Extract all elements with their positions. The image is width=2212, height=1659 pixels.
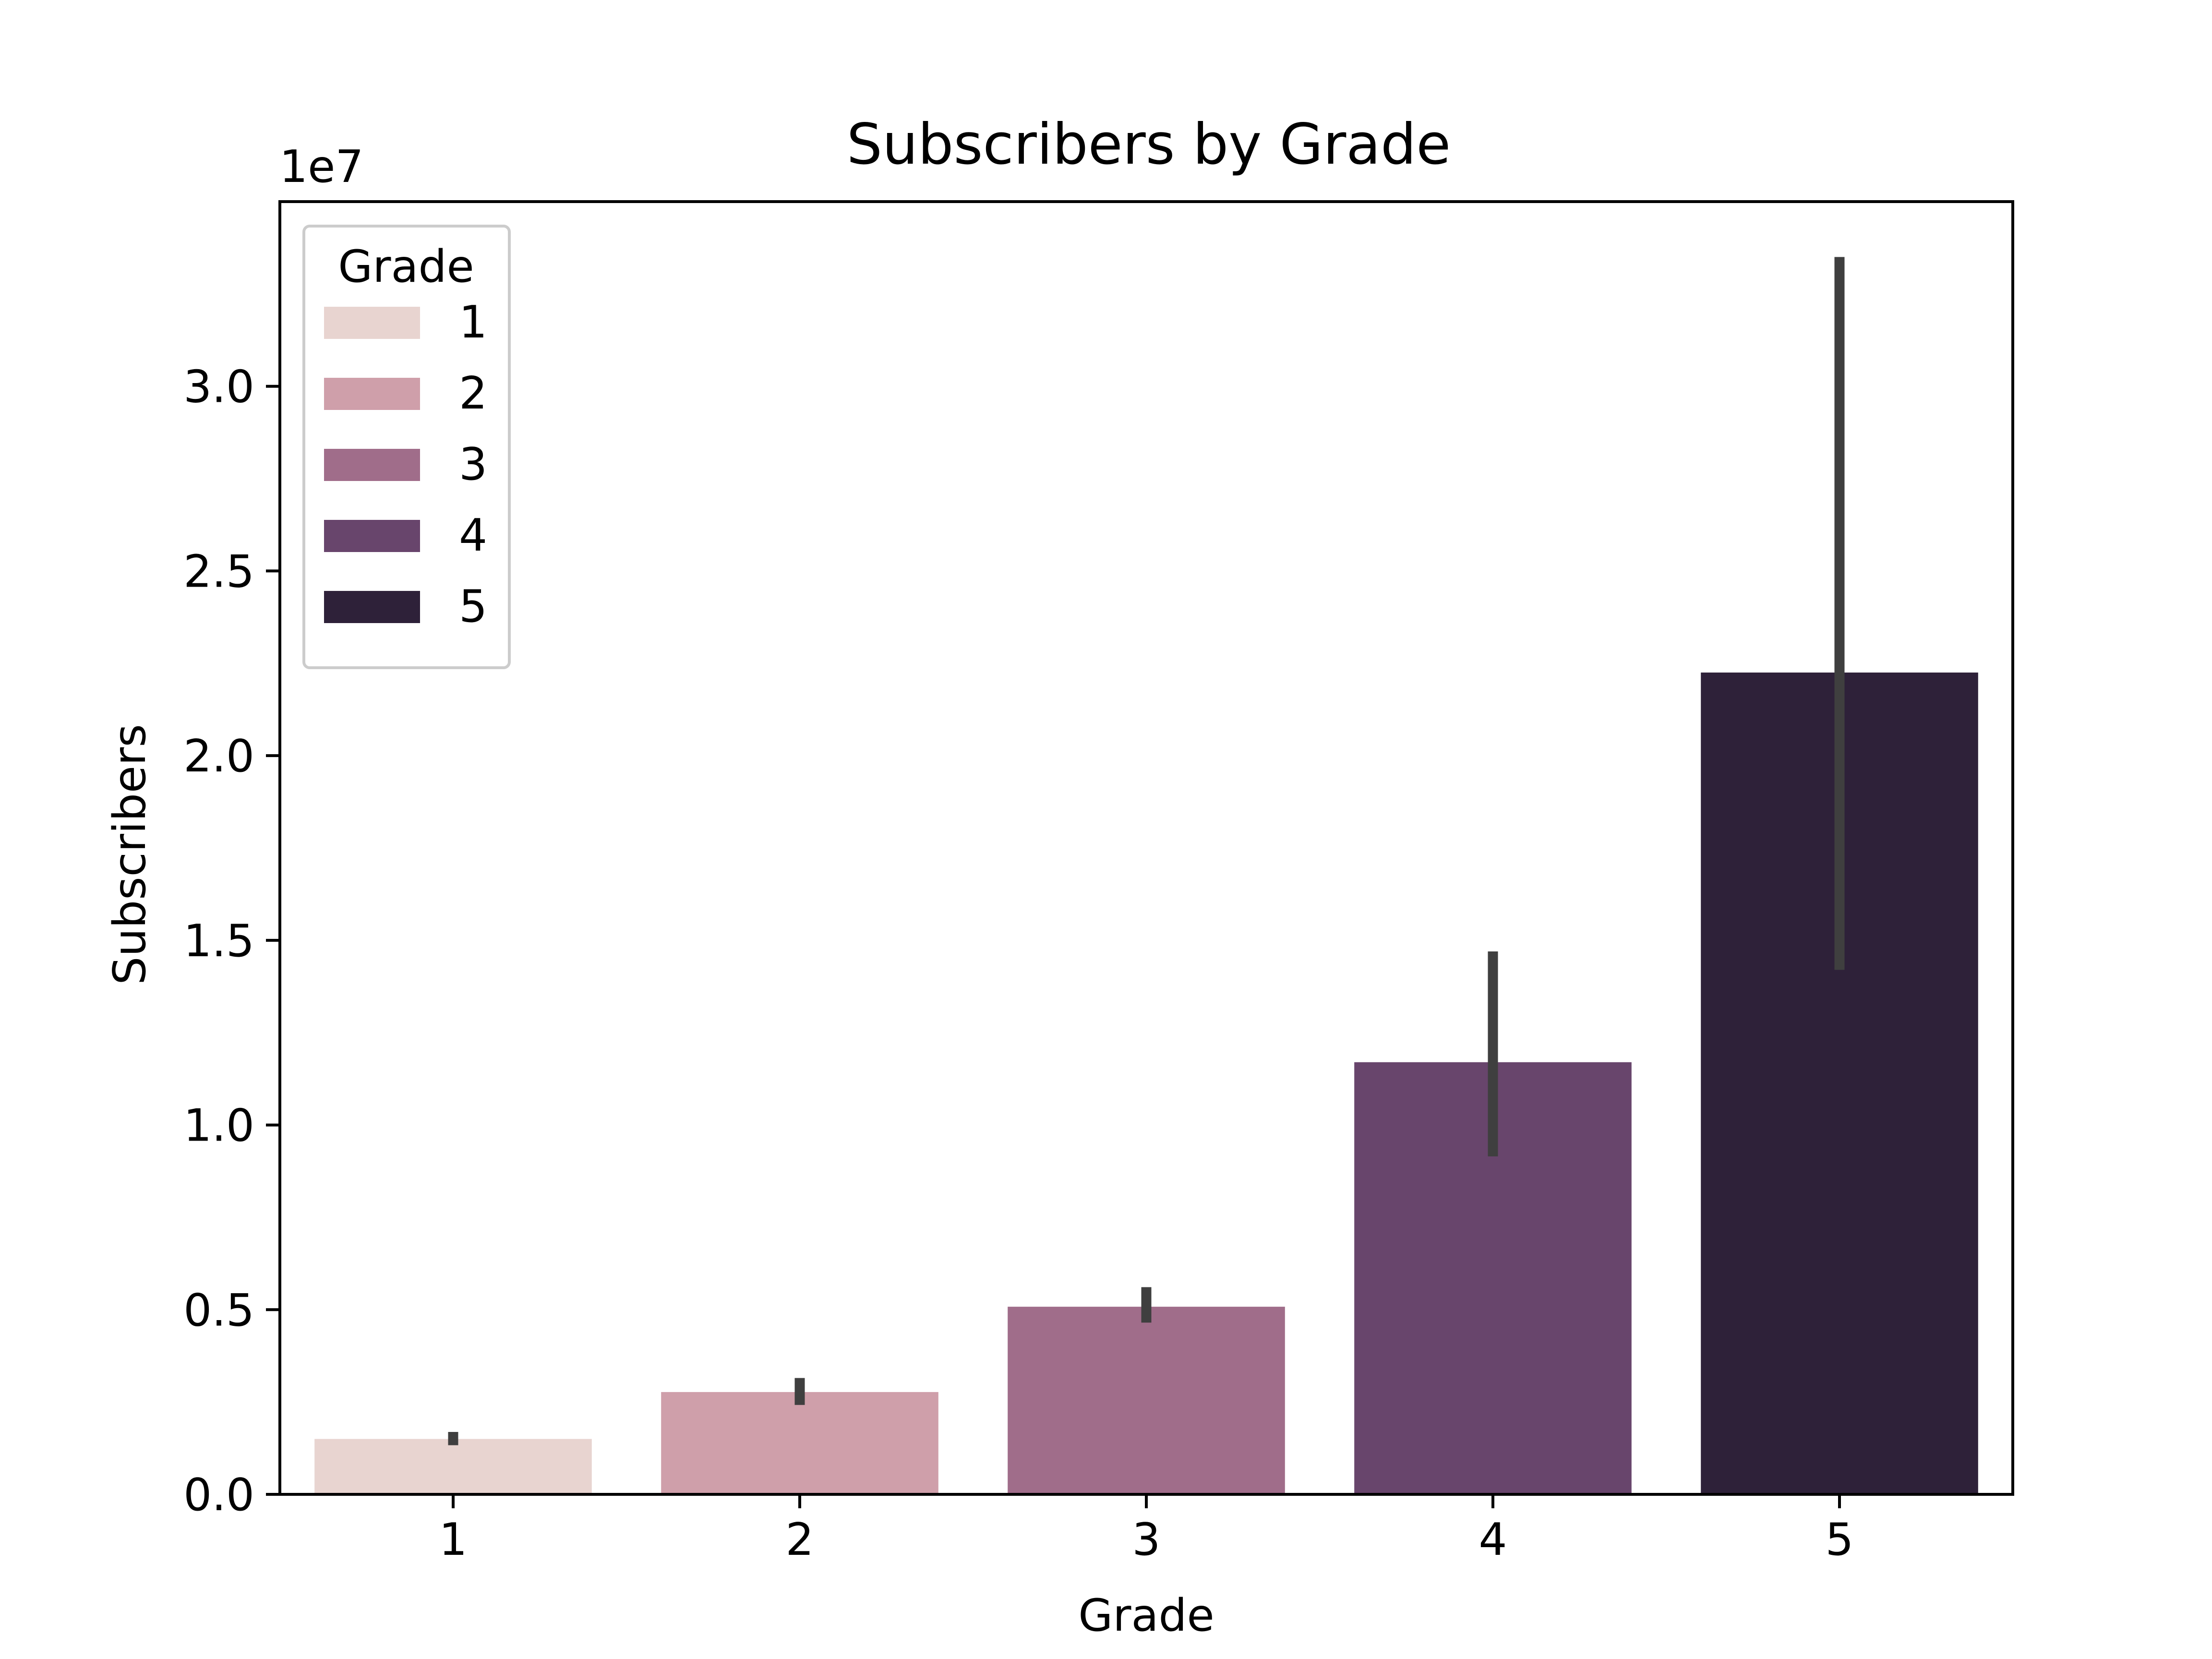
y-axis-ticks: 0.0 0.5 1.0 1.5 2.0 2.5 3.0	[183, 361, 280, 1521]
bar-grade-2	[661, 1392, 938, 1494]
y-tick-label: 1.5	[183, 915, 254, 967]
y-tick-label: 3.0	[183, 361, 254, 413]
y-axis-label: Subscribers	[104, 724, 156, 985]
x-tick-label: 2	[785, 1514, 814, 1565]
legend-swatch-2	[324, 378, 420, 410]
legend-swatch-5	[324, 591, 420, 623]
y-tick-label: 0.5	[183, 1284, 254, 1336]
x-tick-label: 4	[1479, 1514, 1507, 1565]
plot-frame	[278, 200, 2014, 1496]
y-offset-label: 1e7	[279, 141, 364, 192]
y-tick-label: 2.0	[183, 730, 254, 782]
bars	[314, 673, 1978, 1494]
legend-swatch-4	[324, 520, 420, 552]
x-tick-label: 3	[1132, 1514, 1160, 1565]
x-axis-label: Grade	[1078, 1589, 1214, 1641]
y-tick-label: 2.5	[183, 545, 254, 597]
bar-grade-3	[1008, 1307, 1285, 1494]
legend-label-4: 4	[459, 509, 487, 561]
legend-label-5: 5	[459, 580, 487, 632]
x-tick-label: 1	[439, 1514, 467, 1565]
legend-label-2: 2	[459, 367, 487, 419]
legend: Grade 1 2 3 4 5	[302, 225, 511, 669]
y-tick-label: 0.0	[183, 1469, 254, 1521]
legend-entries: 1 2 3 4 5	[324, 296, 487, 632]
bar-grade-1	[314, 1439, 592, 1494]
legend-swatch-3	[324, 449, 420, 481]
legend-label-1: 1	[459, 296, 487, 348]
y-tick-label: 1.0	[183, 1100, 254, 1152]
x-tick-label: 5	[1825, 1514, 1853, 1565]
legend-swatch-1	[324, 307, 420, 339]
x-axis-ticks: 1 2 3 4 5	[439, 1494, 1854, 1565]
error-bars	[448, 257, 1845, 1445]
chart-title: Subscribers by Grade	[847, 111, 1451, 177]
legend-label-3: 3	[459, 438, 487, 490]
legend-title: Grade	[338, 240, 474, 292]
